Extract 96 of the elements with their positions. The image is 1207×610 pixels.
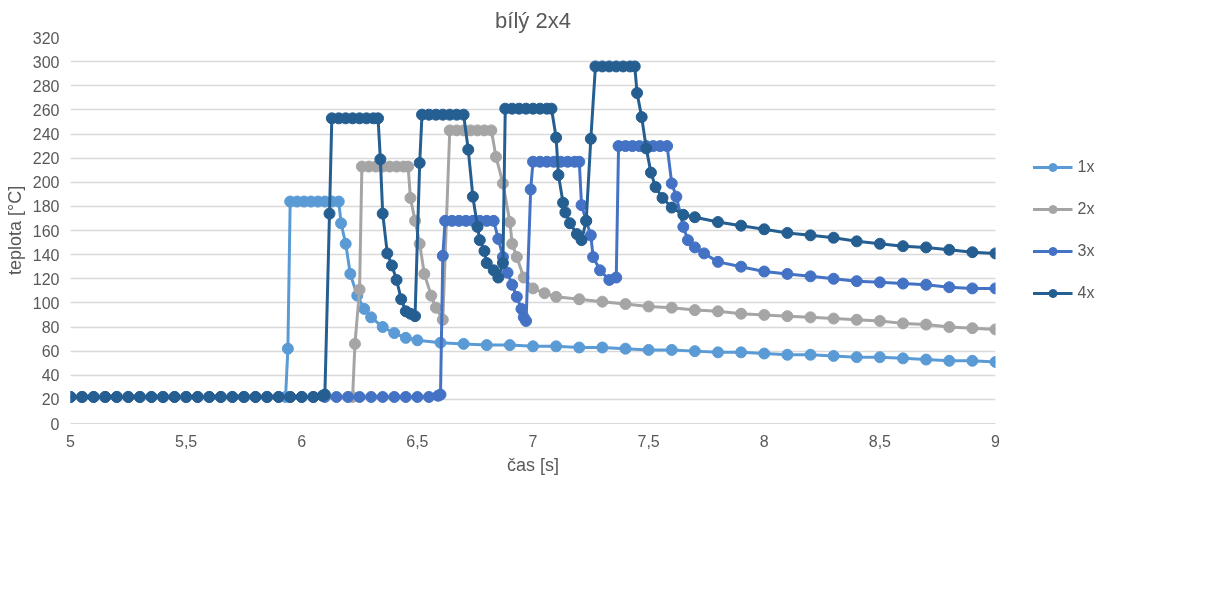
point <box>897 317 909 330</box>
point <box>827 312 840 325</box>
point <box>781 310 794 323</box>
point <box>804 348 817 361</box>
point <box>943 321 956 333</box>
legend-label: 3x <box>1077 242 1096 260</box>
y-tick-label: 220 <box>32 150 60 168</box>
point <box>510 251 523 264</box>
point <box>281 342 294 355</box>
point <box>550 340 563 353</box>
y-tick-label: 280 <box>32 77 60 95</box>
x-tick-label: 9 <box>991 432 1001 450</box>
y-tick-label: 160 <box>32 222 60 240</box>
point <box>418 267 431 280</box>
point <box>457 337 470 350</box>
point <box>665 301 678 314</box>
point <box>503 339 516 352</box>
point <box>388 327 401 340</box>
point <box>943 354 956 367</box>
legend-label: 4x <box>1077 284 1096 302</box>
x-tick-label: 8 <box>759 432 769 450</box>
point <box>348 337 361 350</box>
point <box>399 331 412 344</box>
y-tick-label: 0 <box>50 415 60 433</box>
point <box>480 339 493 352</box>
point <box>758 308 771 321</box>
point <box>735 307 748 320</box>
y-tick-label: 120 <box>32 270 60 288</box>
x-tick-label: 8,5 <box>868 432 892 450</box>
y-tick-label: 180 <box>32 198 60 216</box>
y-tick-label: 300 <box>32 53 60 71</box>
point <box>596 341 609 354</box>
point <box>376 321 389 333</box>
point <box>344 267 357 280</box>
point <box>619 298 632 311</box>
point <box>712 305 724 318</box>
x-axis-title: čas [s] <box>506 454 560 475</box>
point <box>642 343 655 356</box>
point <box>358 302 371 315</box>
point <box>527 340 539 353</box>
point <box>712 346 724 359</box>
legend-label: 1x <box>1077 158 1096 176</box>
point <box>573 293 586 306</box>
point <box>920 318 933 331</box>
point <box>353 283 366 296</box>
point <box>538 287 551 300</box>
y-tick-label: 80 <box>41 319 60 336</box>
point <box>966 354 979 367</box>
point <box>619 342 632 355</box>
point <box>335 217 348 230</box>
point <box>550 290 563 303</box>
point <box>850 313 863 326</box>
point <box>920 353 933 366</box>
point <box>665 343 678 356</box>
point <box>688 304 701 317</box>
point <box>781 348 794 361</box>
point <box>411 334 424 347</box>
point <box>804 311 817 324</box>
point <box>339 237 352 250</box>
point <box>425 289 438 302</box>
point <box>429 301 442 314</box>
x-tick-label: 6 <box>297 432 307 450</box>
chart-title: bílý 2x4 <box>495 7 571 33</box>
point <box>873 351 886 364</box>
y-axis-title: teplota [°C] <box>4 185 25 276</box>
point <box>850 351 863 364</box>
y-tick-label: 260 <box>32 101 60 119</box>
y-tick-label: 40 <box>41 367 60 385</box>
x-tick-label: 7,5 <box>637 432 660 450</box>
point <box>404 191 417 204</box>
point <box>758 347 771 360</box>
point <box>365 311 378 324</box>
x-tick-label: 5 <box>66 432 76 450</box>
point <box>873 314 886 327</box>
point <box>966 322 979 335</box>
point <box>490 150 502 163</box>
point <box>642 300 655 313</box>
y-tick-label: 320 <box>32 29 60 47</box>
x-tick-label: 6,5 <box>406 432 429 450</box>
x-tick-label: 5,5 <box>175 432 198 450</box>
legend-label: 2x <box>1077 200 1096 218</box>
point <box>527 282 539 295</box>
y-tick-label: 20 <box>41 391 60 409</box>
y-tick-label: 60 <box>41 343 60 361</box>
point <box>735 346 748 359</box>
x-tick-label: 7 <box>528 432 538 450</box>
point <box>596 295 609 308</box>
y-tick-label: 140 <box>32 246 60 264</box>
y-tick-label: 240 <box>32 126 60 143</box>
y-tick-label: 100 <box>32 294 60 312</box>
point <box>573 341 586 354</box>
y-tick-label: 200 <box>32 174 60 192</box>
point <box>897 352 909 365</box>
point <box>688 345 701 358</box>
point <box>827 349 840 362</box>
point <box>506 237 519 250</box>
